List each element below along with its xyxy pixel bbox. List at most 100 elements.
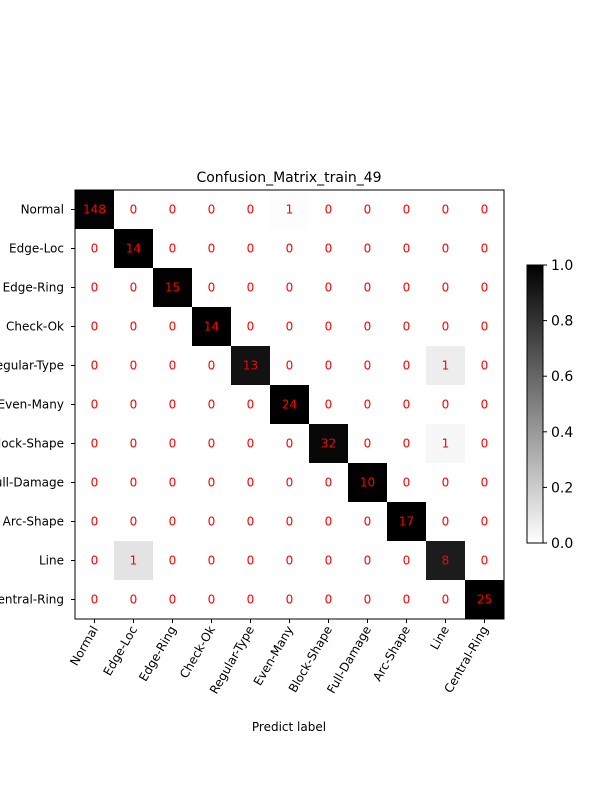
y-tick-label-7: Full-Damage	[0, 476, 64, 490]
y-tick-label-5: Even-Many	[0, 398, 64, 412]
cell-r10-c7	[348, 580, 387, 619]
x-axis-ticks: Normal Edge-LocEdge-RingCheck-OkRegular-T…	[67, 619, 491, 696]
cell-annotations: 148 0 0 0 0 1 0 0 0 0 0 0 14 0 0 0 0 0 0 0 0 0 0 0 15 0 0 0 0 0 0 0 0 0 0 0…	[83, 203, 492, 607]
cell-r9-c1	[114, 541, 153, 580]
cell-value-r6-c10: 0	[481, 437, 489, 451]
cell-r6-c8	[387, 424, 426, 463]
cell-r5-c0	[75, 385, 114, 424]
cell-r10-c1	[114, 580, 153, 619]
cell-value-r9-c7: 0	[364, 554, 372, 568]
cell-value-r0-c5: 1	[286, 203, 294, 217]
cell-value-r0-c3: 0	[208, 203, 216, 217]
cell-value-r2-c2: 15	[165, 281, 180, 295]
colorbar: 0.0 0.2 0.4 0.6 0.8 1.0	[526, 258, 573, 552]
cell-r1-c3	[192, 229, 231, 268]
cell-value-r8-c6: 0	[325, 515, 333, 529]
cell-value-r9-c5: 0	[286, 554, 294, 568]
cell-value-r0-c0: 148	[83, 203, 106, 217]
cell-r7-c1	[114, 463, 153, 502]
cell-r6-c3	[192, 424, 231, 463]
cell-r10-c3	[192, 580, 231, 619]
cell-value-r1-c7: 0	[364, 242, 372, 256]
y-tick-label-3: Check-Ok	[6, 320, 64, 334]
cell-value-r6-c4: 0	[247, 437, 255, 451]
cell-value-r8-c3: 0	[208, 515, 216, 529]
cell-value-r4-c0: 0	[91, 359, 99, 373]
cell-r8-c5	[270, 502, 309, 541]
cell-r5-c8	[387, 385, 426, 424]
cell-value-r4-c4: 13	[243, 359, 258, 373]
cell-r9-c7	[348, 541, 387, 580]
cell-value-r8-c1: 0	[130, 515, 138, 529]
cell-value-r0-c1: 0	[130, 203, 138, 217]
y-tick-label-1: Edge-Loc	[9, 242, 64, 256]
cell-r2-c0	[75, 268, 114, 307]
cell-r1-c7	[348, 229, 387, 268]
cell-r6-c2	[153, 424, 192, 463]
cell-value-r2-c10: 0	[481, 281, 489, 295]
colorbar-tick-label-1: 0.2	[551, 480, 573, 496]
cell-r4-c1	[114, 346, 153, 385]
cell-value-r3-c3: 14	[204, 320, 219, 334]
cell-value-r8-c0: 0	[91, 515, 99, 529]
cell-r2-c4	[231, 268, 270, 307]
cell-value-r7-c10: 0	[481, 476, 489, 490]
cell-r7-c0	[75, 463, 114, 502]
colorbar-tick-label-5: 1.0	[551, 258, 573, 274]
cell-r7-c5	[270, 463, 309, 502]
cell-value-r7-c3: 0	[208, 476, 216, 490]
cell-value-r2-c9: 0	[442, 281, 450, 295]
cell-value-r3-c9: 0	[442, 320, 450, 334]
cell-value-r8-c5: 0	[286, 515, 294, 529]
cell-value-r3-c0: 0	[91, 320, 99, 334]
cell-r10-c5	[270, 580, 309, 619]
cell-value-r6-c8: 0	[403, 437, 411, 451]
x-tick-label-3: Check-Ok	[177, 623, 218, 680]
cell-r7-c6	[309, 463, 348, 502]
cell-r8-c9	[426, 502, 465, 541]
cell-value-r1-c6: 0	[325, 242, 333, 256]
cell-value-r6-c7: 0	[364, 437, 372, 451]
cell-value-r8-c9: 0	[442, 515, 450, 529]
cell-r5-c2	[153, 385, 192, 424]
cell-value-r4-c5: 0	[286, 359, 294, 373]
cell-r7-c4	[231, 463, 270, 502]
colorbar-tick-label-3: 0.6	[551, 369, 573, 385]
cell-r1-c1	[114, 229, 153, 268]
cell-r3-c1	[114, 307, 153, 346]
cell-value-r6-c5: 0	[286, 437, 294, 451]
cell-r8-c6	[309, 502, 348, 541]
cell-value-r1-c4: 0	[247, 242, 255, 256]
cell-value-r9-c0: 0	[91, 554, 99, 568]
cell-r6-c0	[75, 424, 114, 463]
cell-value-r7-c0: 0	[91, 476, 99, 490]
cell-r1-c5	[270, 229, 309, 268]
cell-r10-c10	[465, 580, 504, 619]
cell-value-r3-c6: 0	[325, 320, 333, 334]
cell-r7-c9	[426, 463, 465, 502]
cell-r10-c0	[75, 580, 114, 619]
cell-value-r1-c0: 0	[91, 242, 99, 256]
cell-r6-c10	[465, 424, 504, 463]
cell-value-r3-c10: 0	[481, 320, 489, 334]
heatmap-cells	[75, 190, 504, 619]
cell-r3-c10	[465, 307, 504, 346]
cell-value-r4-c8: 0	[403, 359, 411, 373]
cell-value-r10-c1: 0	[130, 593, 138, 607]
cell-r9-c6	[309, 541, 348, 580]
colorbar-tick-label-4: 0.8	[551, 314, 573, 330]
cell-value-r2-c7: 0	[364, 281, 372, 295]
cell-value-r8-c8: 17	[399, 515, 414, 529]
cell-value-r2-c1: 0	[130, 281, 138, 295]
cell-value-r3-c1: 0	[130, 320, 138, 334]
cell-value-r5-c7: 0	[364, 398, 372, 412]
cell-r8-c0	[75, 502, 114, 541]
cell-value-r1-c2: 0	[169, 242, 177, 256]
y-tick-label-6: Block-Shape	[0, 437, 64, 451]
x-tick-label-1: Edge-Loc	[100, 624, 140, 679]
cell-value-r0-c6: 0	[325, 203, 333, 217]
cell-r2-c8	[387, 268, 426, 307]
cell-value-r9-c2: 0	[169, 554, 177, 568]
cell-r7-c8	[387, 463, 426, 502]
x-tick-label-8: Arc-Shape	[370, 624, 413, 684]
